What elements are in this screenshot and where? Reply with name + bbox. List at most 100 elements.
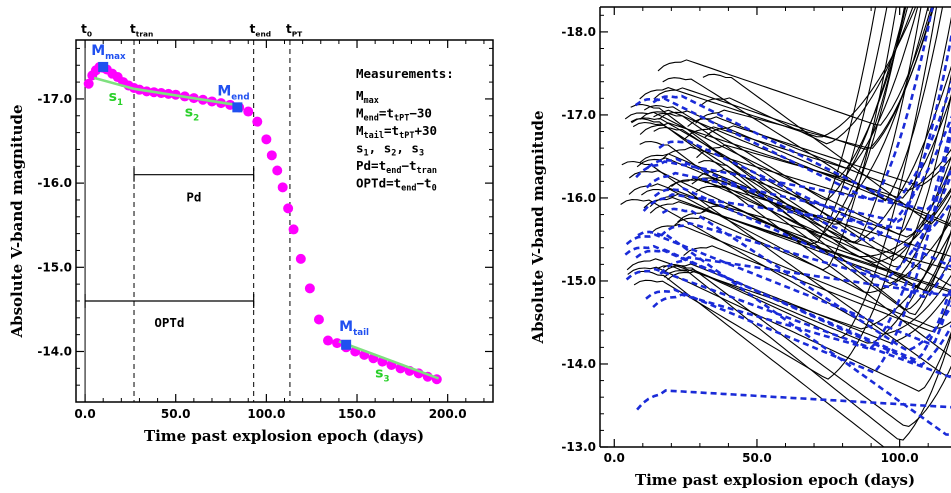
light-curve-solid — [639, 7, 917, 138]
measurements-legend: Measurements: MmaxMend=ttPT−30Mtail=ttPT+… — [356, 66, 454, 194]
photometry-point — [283, 203, 294, 214]
right-x-tick-label: 50.0 — [742, 451, 772, 465]
light-curve-dashed — [660, 172, 951, 281]
light-curve-dashed — [652, 120, 951, 351]
light-curve-solid — [702, 73, 951, 225]
photometry-point — [261, 134, 272, 145]
left-y-tick-label: -14.0 — [37, 344, 72, 358]
photometry-point — [288, 224, 299, 235]
light-curve-solid — [698, 160, 951, 316]
light-curve-dashed — [661, 207, 951, 353]
right-x-axis-label: Time past explosion epoch (days) — [635, 471, 915, 489]
left-x-axis-label: Time past explosion epoch (days) — [144, 427, 424, 445]
left-y-axis-label: Absolute V-band magnitude — [8, 104, 26, 338]
measurement-line: Mmax — [356, 88, 379, 106]
photometry-point — [304, 283, 315, 294]
epoch-label-ttran: ttran — [130, 22, 153, 39]
light-curve-dashed — [642, 193, 951, 233]
s3-label: s3 — [375, 365, 389, 384]
light-curve-dashed — [659, 256, 951, 298]
light-curve-solid — [664, 177, 951, 257]
right-chart: 0.0 50.0 100.0 -18.0 -17.0 -16.0 -15.0 -14.0 -13… — [529, 6, 951, 489]
photometry-point — [295, 253, 306, 264]
measurement-line: s1, s2, s3 — [356, 141, 424, 159]
light-curve-dashed — [634, 7, 934, 201]
slope-fit-s3 — [338, 340, 440, 380]
photometry-point — [243, 106, 254, 117]
photometry-point — [277, 182, 288, 193]
light-curve-solid — [626, 231, 951, 330]
right-light-curves — [620, 7, 951, 447]
photometry-point — [323, 335, 334, 346]
slope-fit-s2 — [133, 87, 242, 107]
right-y-tick-label: -16.0 — [561, 191, 596, 205]
light-curve-solid — [671, 94, 951, 268]
measurement-line: Pd=tend−ttran — [356, 158, 437, 176]
light-curve-solid — [624, 73, 951, 236]
right-y-tick-label: -17.0 — [561, 108, 596, 122]
left-x-tick-label: 50.0 — [161, 407, 191, 421]
light-curve-solid — [621, 160, 951, 377]
left-magnitude-markers — [98, 61, 352, 350]
light-curve-dashed — [625, 233, 951, 345]
light-curve-solid — [649, 201, 951, 291]
left-x-tick-label: 200.0 — [429, 407, 467, 421]
pd-label: Pd — [186, 190, 201, 205]
light-curve-solid — [704, 125, 951, 186]
light-curve-dashed — [647, 115, 951, 242]
photometry-point — [252, 116, 263, 127]
measurement-line: Mtail=ttPT+30 — [356, 123, 437, 141]
light-curve-solid — [662, 7, 944, 202]
s2-label: s2 — [185, 104, 199, 123]
left-annotations: t0 ttran tend tPT Mmax Mend Mtail s1 s2 s3 — [81, 22, 389, 384]
light-curve-dashed — [652, 79, 951, 203]
measurement-line: OPTd=tend−t0 — [356, 176, 437, 194]
magnitude-marker — [341, 339, 352, 350]
s1-label: s1 — [109, 89, 123, 108]
left-x-tick-label: 150.0 — [338, 407, 376, 421]
slope-fit-s1 — [93, 76, 135, 91]
photometry-point — [272, 165, 283, 176]
right-y-axis-label: Absolute V-band magnitude — [529, 110, 547, 344]
left-x-tick-label: 100.0 — [247, 407, 285, 421]
photometry-point — [313, 314, 324, 325]
light-curve-solid — [628, 7, 888, 245]
mmax-label: Mmax — [91, 43, 126, 62]
mtail-label: Mtail — [339, 319, 369, 338]
light-curve-solid — [684, 7, 919, 169]
left-slope-fits — [93, 76, 440, 380]
light-curve-dashed — [645, 31, 951, 223]
left-y-tick-label: -17.0 — [37, 92, 72, 106]
light-curve-dashed — [635, 160, 951, 211]
magnitude-marker — [98, 61, 109, 72]
left-epoch-lines — [84, 40, 291, 402]
right-y-tick-label: -14.0 — [561, 357, 596, 371]
epoch-label-tend: tend — [250, 22, 271, 39]
left-y-tick-label: -16.0 — [37, 176, 72, 190]
left-chart: 0.0 50.0 100.0 150.0 200.0 -17.0 -16.0 -15.0 -14… — [8, 22, 494, 445]
light-curve-solid — [643, 196, 951, 293]
light-curve-solid — [663, 264, 951, 427]
measurement-line: Mend=ttPT−30 — [356, 106, 432, 124]
light-curve-dashed — [636, 389, 951, 411]
magnitude-marker — [232, 102, 243, 113]
measurements-title: Measurements: — [356, 66, 454, 81]
right-axis-ticks: 0.0 50.0 100.0 -18.0 -17.0 -16.0 -15.0 -14.0 -13… — [561, 7, 929, 465]
light-curve-solid — [620, 199, 951, 335]
light-curve-solid — [631, 117, 951, 287]
right-x-tick-label: 0.0 — [604, 451, 625, 465]
left-axis-ticks: 0.0 50.0 100.0 150.0 200.0 -17.0 -16.0 -15.0 -14… — [37, 40, 493, 421]
light-curve-solid — [700, 7, 914, 145]
right-y-tick-label: -18.0 — [561, 25, 596, 39]
mend-label: Mend — [217, 83, 249, 102]
right-y-tick-label: -15.0 — [561, 274, 596, 288]
light-curve-solid — [630, 7, 907, 238]
light-curve-dashed — [624, 244, 951, 362]
light-curve-solid — [695, 185, 951, 292]
right-y-tick-label: -13.0 — [561, 440, 596, 454]
light-curve-solid — [696, 7, 909, 178]
photometry-point — [266, 150, 277, 161]
left-y-tick-label: -15.0 — [37, 260, 72, 274]
left-x-tick-label: 0.0 — [74, 407, 95, 421]
